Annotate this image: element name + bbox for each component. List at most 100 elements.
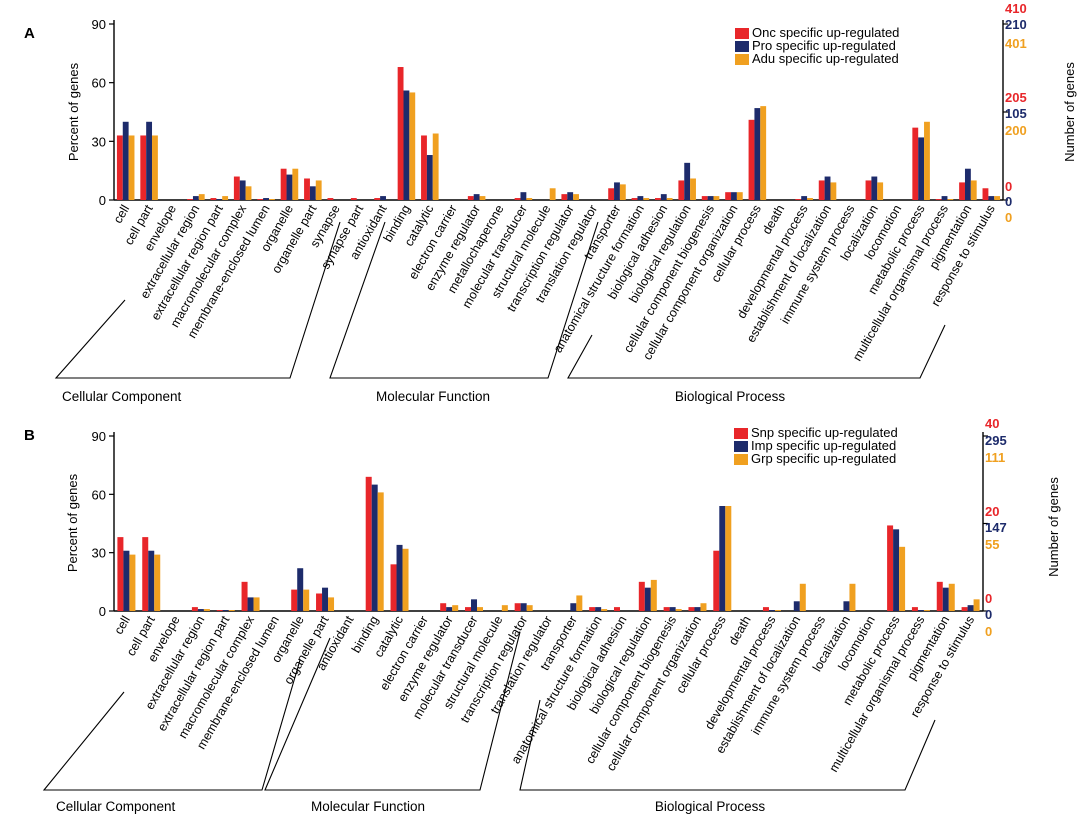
panel-b-bar-grp-developmental-process (774, 610, 781, 611)
panel-b-bar-snp-extracellular-region (191, 607, 198, 611)
panel-a-bar-pro-establishment-of-localization (824, 176, 831, 200)
panel-b-bar-imp-organelle (297, 568, 304, 611)
panel-b-bar-imp-transcription-regulator (520, 603, 527, 611)
panel-b-bar-imp-catalytic (396, 544, 403, 611)
panel-a-bar-onc-organelle-part (304, 178, 310, 200)
panel-a-bar-onc-cell (116, 135, 123, 200)
panel-b-bar-grp-localization (849, 583, 856, 611)
panel-a-bar-adu-response-to-stimulus (994, 196, 1001, 200)
panel-b-legend-swatch-2 (734, 441, 748, 452)
panel-a-bar-onc-binding (397, 67, 404, 201)
panel-a-bar-pro-localization (871, 176, 878, 200)
panel-b-bar-imp-anatomical-structure-formation (595, 607, 602, 611)
panel-a-y-tick-label: 90 (92, 17, 106, 32)
panel-a-bar-onc-cellular-component-biogenesis (701, 196, 708, 200)
panel-a-bar-pro-antioxidant (380, 196, 386, 200)
panel-b-bar-imp-organelle-part (322, 587, 329, 611)
panel-b-bar-imp-transporter (570, 603, 577, 611)
panel-a-right-tick-label: 210 (1005, 17, 1027, 32)
panel-a-bar-adu-enzyme-regulator (479, 196, 486, 200)
panel-b-x-tick-label: cell (112, 614, 134, 637)
panel-a-right-axis-label: Number of genes (1062, 62, 1077, 162)
panel-a-bar-onc-antioxidant (374, 198, 381, 200)
panel-a-bar-adu-extracellular-region (198, 194, 205, 200)
panel-a-legend-swatch-1 (735, 28, 749, 39)
panel-b-bar-grp-cellular-component-biogenesis (675, 609, 682, 611)
panel-a-bar-pro-multicellular-organismal-process (941, 196, 948, 200)
panel-b-bar-grp-extracellular-region (203, 609, 210, 611)
panel-a-bar-onc-extracellular-region-part (210, 198, 217, 200)
panel-a-right-tick-label: 401 (1005, 36, 1027, 51)
panel-b-bar-imp-cell (123, 550, 130, 611)
panel-b-bar-snp-response-to-stimulus (961, 607, 968, 611)
panel-b-bar-grp-cellular-process (725, 506, 732, 611)
panel-b-bar-snp-transcription-regulator (514, 603, 521, 611)
panel-a-legend-label-2: Pro specific up-regulated (752, 38, 896, 53)
panel-a-bar-onc-organelle (280, 168, 287, 200)
panel-b-bar-imp-binding (371, 484, 378, 611)
panel-b-right-tick-label: 147 (985, 520, 1007, 535)
panel-a-group-bracket-molecular-function (329, 221, 599, 379)
panel-a-bar-pro-cellular-component-organization (731, 192, 737, 200)
panel-a-bar-adu-catalytic (432, 133, 439, 200)
panel-b-bar-imp-molecular-transducer (471, 599, 478, 611)
panel-b-right-tick-label: 295 (985, 433, 1007, 448)
panel-a-bar-adu-molecular-transducer (526, 198, 533, 200)
panel-a-bar-adu-cell (128, 135, 135, 200)
panel-a-bar-pro-transporter (614, 182, 620, 200)
panel-b-bar-imp-cell-part (148, 550, 155, 611)
panel-a-bar-pro-membrane-enclosed-lumen (263, 198, 269, 200)
panel-b-y-tick-label: 60 (92, 487, 106, 502)
panel-b-bar-grp-macromolecular-complex (253, 597, 260, 611)
panel-a-bar-adu-cellular-component-organization (736, 192, 743, 200)
panel-a-bar-pro-cellular-process (754, 108, 761, 200)
panel-a-bar-pro-anatomical-structure-formation (637, 196, 644, 200)
panel-label-a: A (24, 25, 35, 42)
panel-b-bar-grp-cell (129, 554, 136, 611)
panel-a-bar-adu-transporter (619, 184, 626, 200)
panel-a-bar-adu-anatomical-structure-formation (643, 198, 650, 200)
panel-a-bar-pro-cell-part (146, 121, 153, 200)
panel-b-bar-grp-organelle (303, 589, 310, 611)
panel-a-group-label-cellular-component: Cellular Component (62, 389, 182, 404)
panel-b-bar-grp-metabolic-process (899, 546, 906, 611)
panel-a-bar-onc-extracellular-region (187, 199, 193, 200)
panel-a-bar-adu-organelle-part (315, 180, 322, 200)
panel-a-bar-onc-response-to-stimulus (982, 188, 989, 200)
panel-b-group-label-biological-process: Biological Process (655, 799, 766, 814)
panel-b-right-tick-label: 111 (985, 450, 1005, 465)
panel-a-y-tick-label: 0 (99, 193, 106, 208)
panel-a-bar-pro-biological-regulation (684, 162, 691, 200)
panel-b-legend-label-1: Snp specific up-regulated (751, 425, 898, 440)
panel-b-bar-grp-biological-regulation (650, 579, 657, 611)
panel-a-bar-onc-localization (865, 180, 872, 200)
panel-b-bar-snp-macromolecular-complex (241, 581, 248, 611)
panel-a-bar-pro-enzyme-regulator (473, 194, 480, 200)
panel-a-bar-pro-metabolic-process (918, 137, 925, 200)
panel-b-bar-snp-developmental-process (762, 607, 769, 611)
panel-a-group-bracket-biological-process (567, 324, 946, 379)
panel-b-bar-grp-molecular-transducer (477, 607, 484, 611)
panel-a-bar-pro-extracellular-region-part (216, 199, 223, 200)
panel-b-bar-grp-catalytic (402, 548, 409, 611)
panel-a-bar-onc-cellular-process (748, 119, 755, 200)
panel-a-right-tick-label: 105 (1005, 106, 1027, 121)
panel-a: A 0 30 60 90 Percent of genes Number of genes… (24, 1, 1077, 404)
panel-a-bar-adu-pigmentation (970, 180, 977, 200)
panel-b-bar-grp-binding (377, 492, 384, 611)
panel-b-bar-grp-cell-part (154, 554, 161, 611)
panel-a-y-axis-label: Percent of genes (66, 62, 81, 161)
panel-b-right-axis-label: Number of genes (1046, 477, 1061, 577)
panel-b-bar-snp-cell (117, 537, 124, 611)
panel-b-bar-snp-anatomical-structure-formation (589, 607, 596, 611)
panel-b-bar-imp-pigmentation (942, 587, 949, 611)
panel-b-bar-snp-extracellular-region-part (216, 610, 223, 611)
panel-b-bar-grp-multicellular-organismal-process (923, 610, 930, 611)
panel-a-bar-adu-cellular-component-biogenesis (713, 196, 720, 200)
panel-a-group-bracket-cellular-component (54, 221, 341, 379)
panel-b-bar-grp-transporter (576, 595, 583, 611)
panel-b-bar-imp-extracellular-region (197, 609, 204, 611)
panel-b-y-axis-label: Percent of genes (65, 473, 80, 572)
panel-b-bar-snp-biological-adhesion (613, 607, 620, 611)
